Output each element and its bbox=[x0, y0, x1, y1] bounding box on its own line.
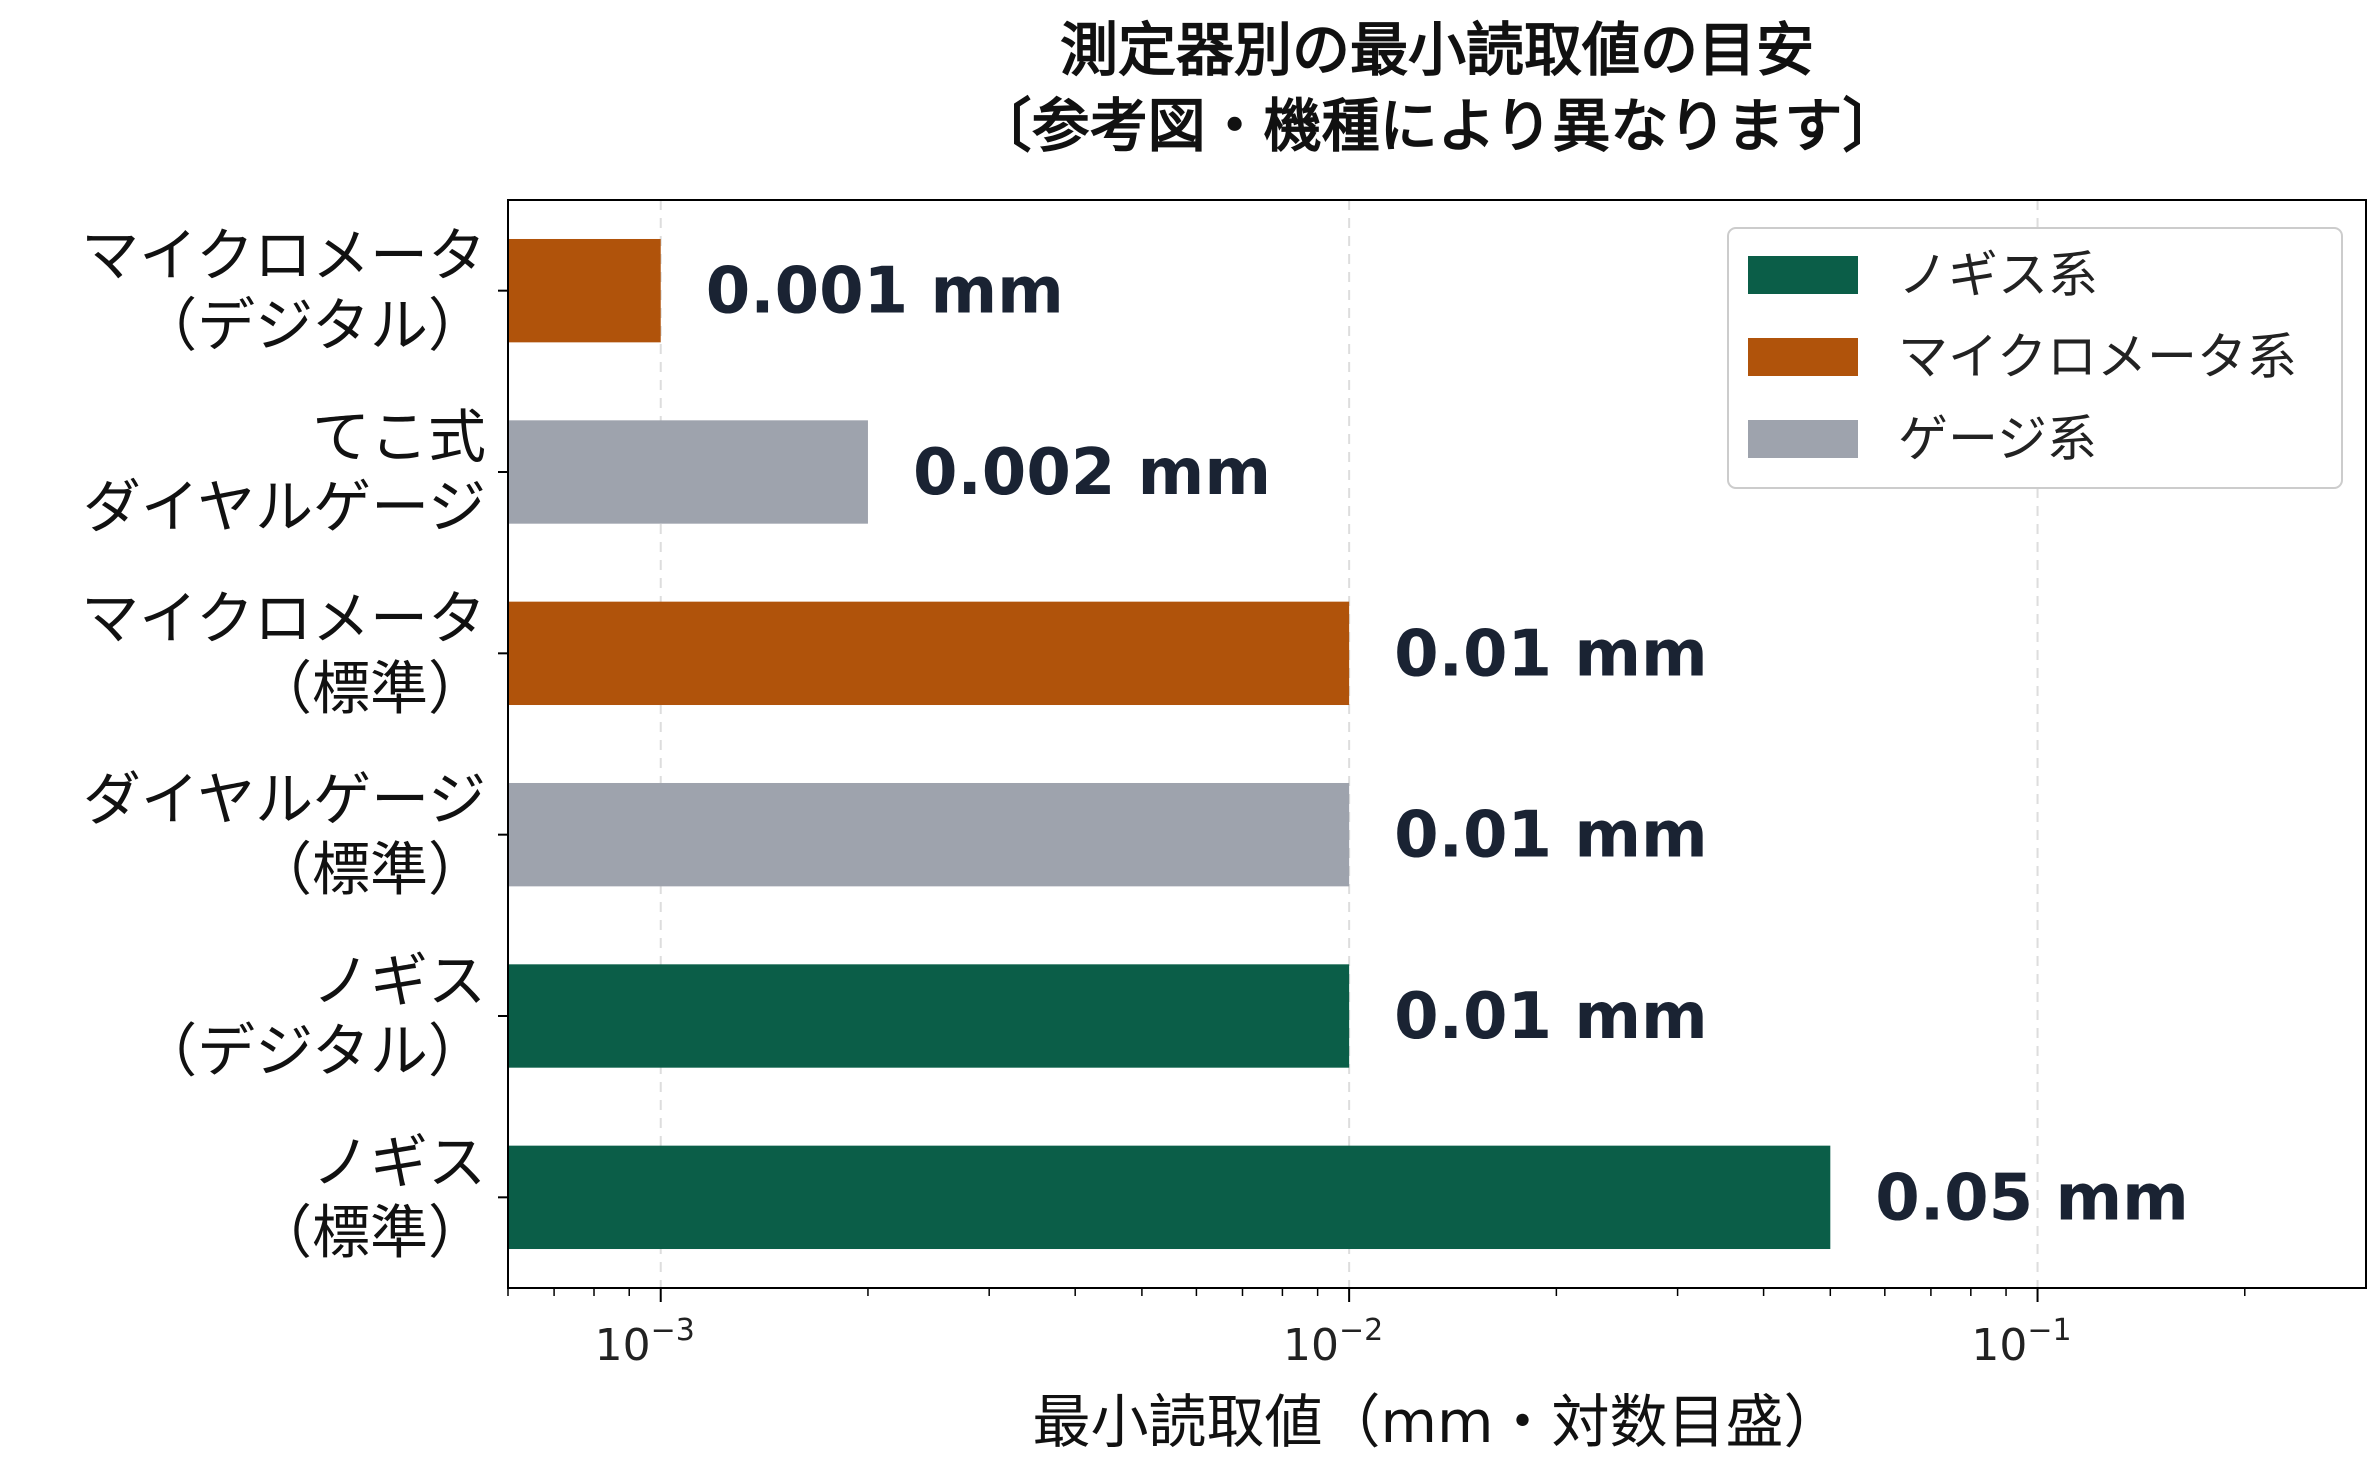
legend-label: ゲージ系 bbox=[1898, 410, 2097, 468]
title-line: 〔参考図・機種により異なります〕 bbox=[974, 92, 1901, 160]
x-tick-label: 10−2 bbox=[1283, 1313, 1383, 1371]
bar-value-label: 0.001 mm bbox=[706, 255, 1064, 329]
category-label: （デジタル） bbox=[139, 292, 486, 360]
bar bbox=[508, 238, 661, 343]
value-labels: 0.001 mm 0.002 mm 0.01 mm 0.01 mm 0.01 mm 0.0… bbox=[706, 255, 2189, 1236]
bar bbox=[508, 964, 1350, 1068]
x-axis-label: 最小読取値（mm・対数目盛） bbox=[1033, 1388, 1842, 1456]
category-label: マイクロメータ bbox=[81, 584, 486, 652]
legend-swatch bbox=[1748, 256, 1858, 294]
category-label: （標準） bbox=[254, 654, 486, 722]
bar bbox=[508, 782, 1350, 887]
category-label: （デジタル） bbox=[139, 1017, 486, 1085]
category-label: （標準） bbox=[254, 1198, 486, 1266]
category-label: ダイヤルゲージ bbox=[83, 766, 486, 834]
legend-swatch bbox=[1748, 420, 1858, 458]
legend-box bbox=[1727, 227, 2343, 489]
bar-value-label: 0.01 mm bbox=[1394, 799, 1708, 873]
x-axis-ticks: 10−3 10−2 10−1 bbox=[507, 1288, 2246, 1371]
category-label: （標準） bbox=[254, 836, 486, 904]
chart-title: 測定器別の最小読取値の目安〔参考図・機種により異なります〕 bbox=[974, 16, 1901, 160]
legend-label: ノギス系 bbox=[1898, 246, 2098, 304]
bars bbox=[508, 238, 1831, 1250]
bar-value-label: 0.002 mm bbox=[913, 436, 1271, 510]
category-label: ノギス bbox=[312, 1128, 486, 1196]
bar-value-label: 0.01 mm bbox=[1394, 980, 1708, 1054]
category-label: ノギス bbox=[312, 947, 486, 1015]
category-labels: マイクロメータ（デジタル）てこ式ダイヤルゲージマイクロメータ（標準）ダイヤルゲー… bbox=[81, 222, 508, 1266]
bar bbox=[508, 601, 1350, 706]
x-tick-label: 10−1 bbox=[1971, 1313, 2071, 1371]
bar-value-label: 0.01 mm bbox=[1394, 617, 1708, 691]
category-label: マイクロメータ bbox=[81, 222, 486, 290]
plot-frame bbox=[507, 199, 2367, 1289]
bar-value-label: 0.05 mm bbox=[1875, 1161, 2189, 1235]
legend-label: マイクロメータ系 bbox=[1898, 328, 2297, 386]
x-tick-label: 10−3 bbox=[595, 1313, 695, 1371]
category-label: ダイヤルゲージ bbox=[83, 473, 486, 541]
bar bbox=[508, 1145, 1831, 1250]
bar bbox=[508, 420, 868, 524]
title-line: 測定器別の最小読取値の目安 bbox=[1060, 16, 1814, 84]
category-label: てこ式 bbox=[312, 403, 486, 471]
legend-swatch bbox=[1748, 338, 1858, 376]
axes bbox=[507, 199, 2367, 1289]
